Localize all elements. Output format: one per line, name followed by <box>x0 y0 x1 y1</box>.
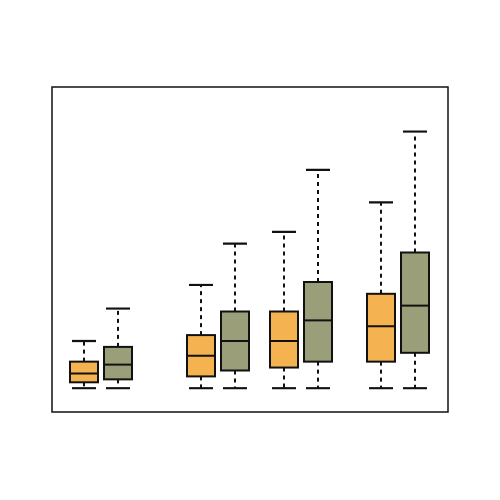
box-g4-s1 <box>366 292 396 363</box>
box-marks <box>69 130 430 390</box>
box-g3-s1 <box>269 310 299 369</box>
box-g1-s2 <box>103 345 133 381</box>
box-g3-s2 <box>303 281 333 363</box>
box-g4-s2 <box>400 251 430 354</box>
box-g1-s1 <box>69 360 99 384</box>
